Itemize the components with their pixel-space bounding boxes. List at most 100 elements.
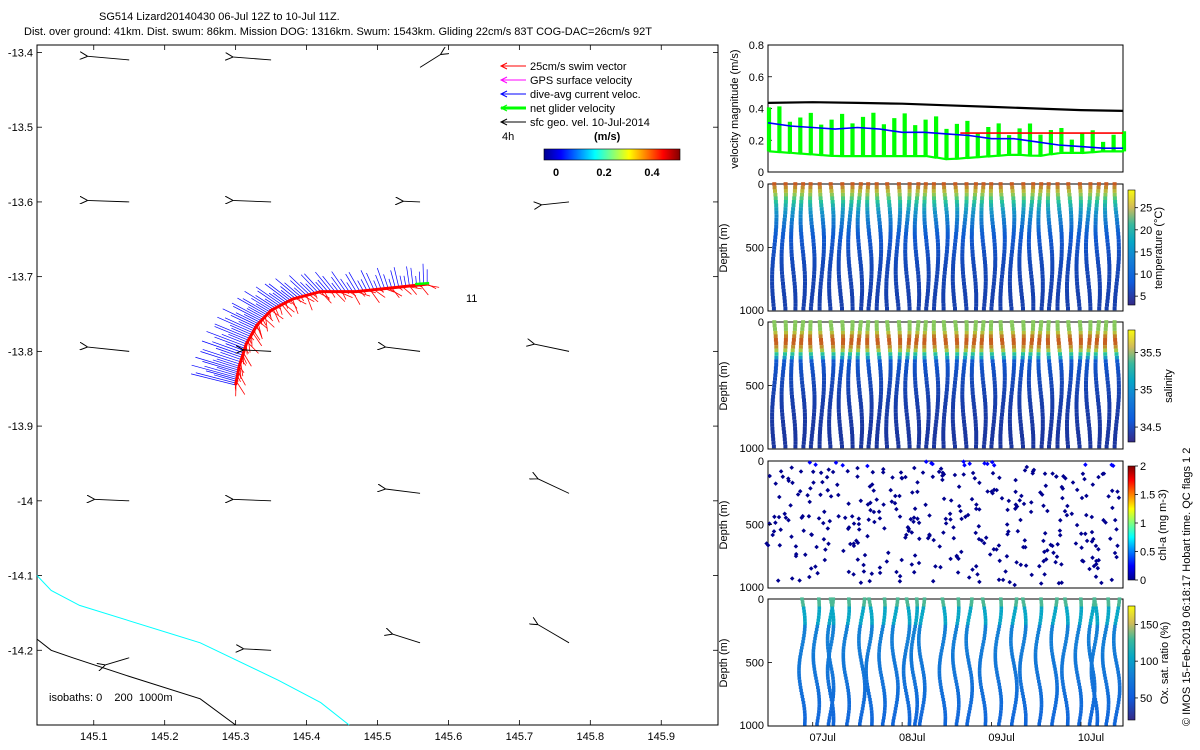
chla-point: [858, 580, 864, 585]
salinity-point: [1046, 323, 1051, 328]
salinity-point: [874, 444, 879, 449]
salinity-point: [941, 444, 946, 449]
salinity-point: [773, 334, 778, 338]
temperature-point: [1084, 249, 1088, 254]
temperature-point: [790, 260, 795, 264]
oxygen-point: [940, 691, 944, 696]
temperature-point: [1031, 299, 1036, 304]
oxygen-point: [1062, 649, 1066, 653]
salinity-point: [998, 444, 1003, 449]
temperature-point: [904, 274, 909, 279]
salinity-point: [897, 352, 902, 356]
oxygen-point: [1036, 630, 1041, 635]
temperature-point: [1046, 192, 1051, 197]
oxygen-point: [1074, 667, 1079, 671]
oxygen-point: [1092, 679, 1097, 683]
oxygen-colorbar-label: Ox. sat. ratio (%): [1159, 622, 1171, 705]
temperature-point: [1039, 303, 1044, 307]
oxygen-point: [1091, 704, 1095, 708]
oxygen-point: [1038, 688, 1043, 692]
oxygen-point: [1090, 707, 1095, 711]
dive-avg-current-vector: [357, 280, 364, 292]
temperature-point: [1096, 185, 1101, 190]
temperature-point: [875, 299, 879, 304]
salinity-point: [980, 327, 985, 331]
salinity-point: [1066, 402, 1071, 406]
temperature-point: [1094, 246, 1099, 250]
salinity-point: [1001, 348, 1006, 353]
temperature-point: [1065, 292, 1070, 296]
salinity-point: [1068, 380, 1073, 385]
salinity-point: [810, 370, 815, 374]
temperature-point: [1002, 224, 1007, 229]
oxygen-point: [956, 603, 961, 607]
oxygen-point: [880, 630, 884, 635]
temperature-point: [916, 274, 921, 279]
salinity-point: [771, 387, 776, 392]
temperature-point: [1107, 267, 1112, 272]
oxygen-point: [1062, 691, 1067, 696]
salinity-point: [821, 384, 826, 388]
oxygen-point: [817, 600, 821, 604]
temperature-point: [1113, 207, 1118, 211]
chla-point: [893, 493, 898, 499]
temperature-point: [1096, 189, 1101, 193]
salinity-point: [884, 434, 889, 438]
salinity-point: [974, 430, 979, 434]
salinity-point: [1058, 409, 1063, 413]
colorbar-tick-label: 1: [1140, 518, 1146, 530]
salinity-point: [912, 370, 917, 374]
temperature-point: [922, 192, 927, 197]
dive-avg-current-vector: [393, 267, 400, 288]
oxygen-point: [1009, 640, 1013, 644]
salinity-point: [1076, 437, 1081, 442]
temperature-point: [1001, 260, 1006, 264]
salinity-point: [898, 338, 903, 342]
salinity-point: [856, 377, 861, 381]
oxygen-point: [815, 682, 819, 686]
salinity-point: [980, 370, 985, 374]
salinity-point: [859, 409, 864, 413]
salinity-point: [922, 330, 927, 335]
chla-point: [822, 557, 828, 563]
salinity-point: [857, 334, 862, 338]
salinity-point: [793, 434, 798, 438]
oxygen-point: [912, 627, 917, 632]
salinity-point: [1026, 380, 1031, 385]
oxygen-point: [1014, 600, 1019, 604]
temperature-point: [819, 200, 823, 204]
oxygen-point: [800, 646, 804, 650]
oxygen-point: [1087, 722, 1092, 726]
oxygen-point: [1022, 698, 1026, 702]
salinity-point: [953, 444, 957, 449]
temperature-point: [916, 182, 921, 186]
salinity-point: [941, 426, 946, 431]
salinity-point: [989, 345, 994, 349]
oxygen-point: [1055, 688, 1059, 692]
temperature-point: [1021, 306, 1025, 311]
temperature-point: [960, 260, 965, 264]
temperature-point: [770, 292, 775, 296]
temperature-point: [981, 185, 986, 190]
oxygen-point: [846, 621, 850, 625]
temperature-point: [1103, 221, 1108, 225]
temperature-point: [1103, 196, 1108, 200]
salinity-point: [856, 341, 861, 346]
salinity-point: [1106, 387, 1111, 392]
temperature-point: [1027, 249, 1032, 254]
temperature-point: [907, 196, 912, 200]
salinity-point: [1069, 355, 1074, 360]
salinity-point: [839, 362, 844, 367]
oxygen-point: [905, 698, 910, 702]
chla-point: [1022, 538, 1028, 543]
oxygen-point: [894, 606, 899, 610]
oxygen-point: [1055, 691, 1059, 696]
temperature-point: [850, 296, 855, 300]
temperature-point: [1077, 228, 1082, 232]
oxygen-point: [831, 630, 835, 635]
salinity-point: [913, 355, 918, 360]
temperature-point: [1026, 242, 1031, 247]
salinity-point: [820, 355, 825, 360]
salinity-point: [888, 359, 893, 363]
salinity-point: [936, 391, 941, 395]
